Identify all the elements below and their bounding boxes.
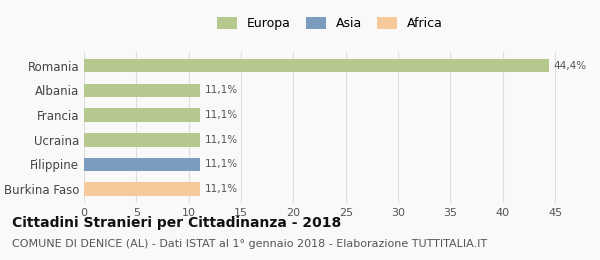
Text: Cittadini Stranieri per Cittadinanza - 2018: Cittadini Stranieri per Cittadinanza - 2… (12, 216, 341, 230)
Text: 11,1%: 11,1% (205, 85, 238, 95)
Legend: Europa, Asia, Africa: Europa, Asia, Africa (213, 13, 447, 34)
Text: 11,1%: 11,1% (205, 110, 238, 120)
Bar (84, 158, 200, 171)
Text: 44,4%: 44,4% (553, 61, 586, 71)
Bar (84, 133, 200, 147)
Text: 11,1%: 11,1% (205, 184, 238, 194)
Bar (84, 83, 200, 97)
Text: 11,1%: 11,1% (205, 135, 238, 145)
Bar (84, 182, 200, 196)
Bar (84, 108, 200, 122)
Bar (84, 59, 549, 73)
Text: COMUNE DI DENICE (AL) - Dati ISTAT al 1° gennaio 2018 - Elaborazione TUTTITALIA.: COMUNE DI DENICE (AL) - Dati ISTAT al 1°… (12, 239, 487, 249)
Text: 11,1%: 11,1% (205, 159, 238, 170)
